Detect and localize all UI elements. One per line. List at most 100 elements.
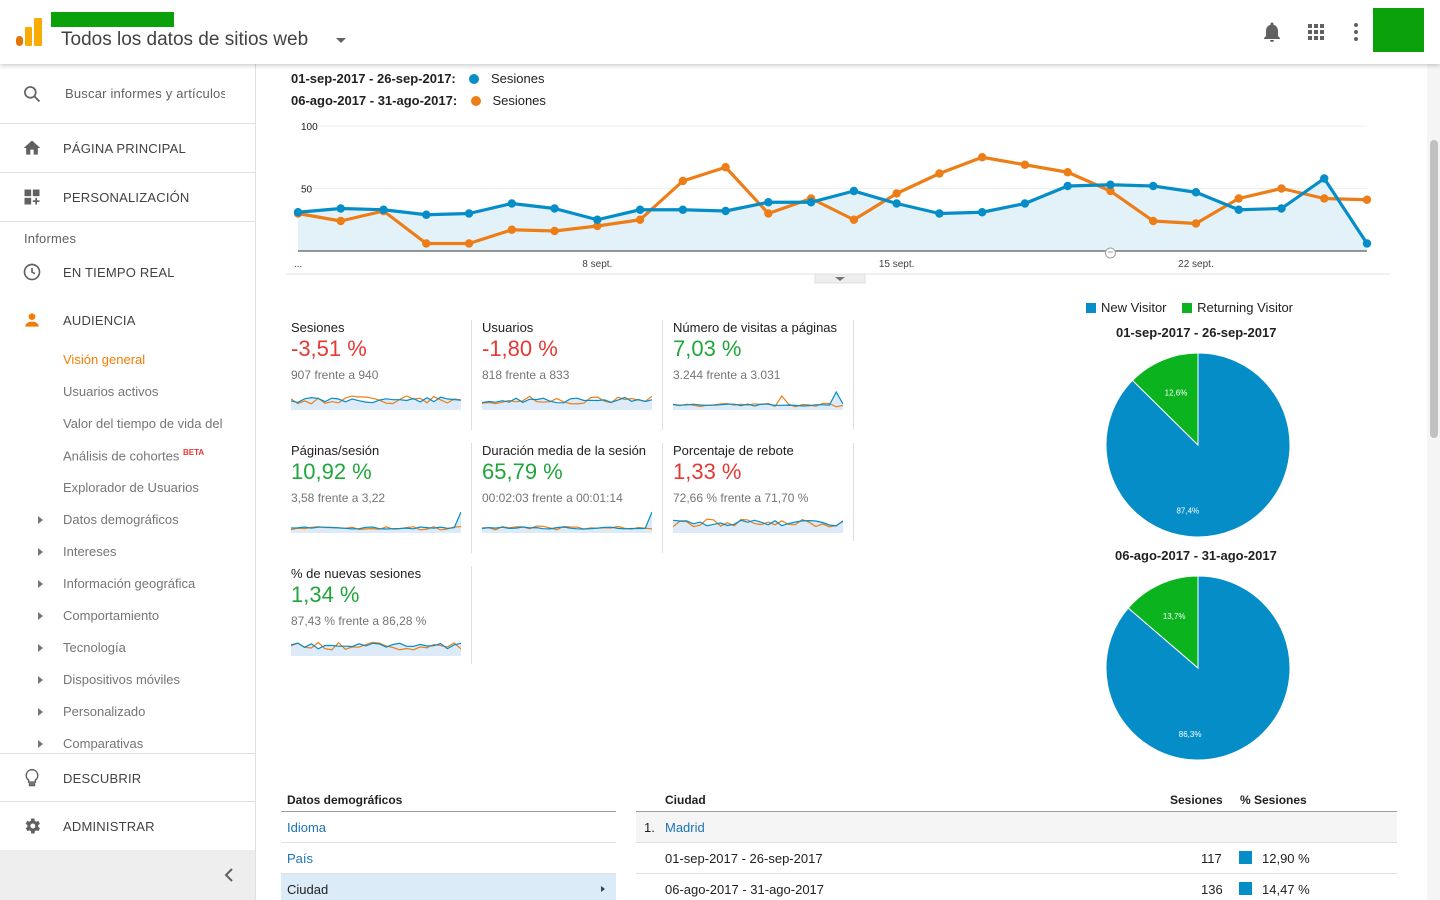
- pie-chart-current[interactable]: 12,6% 87,4%: [1105, 352, 1291, 538]
- data-point-previous: [635, 215, 645, 224]
- sessions-line-chart[interactable]: 100 50... 8 sept. 15 sept. 22 sept.: [286, 114, 1390, 284]
- sparkline-previous: [673, 394, 843, 408]
- more-vert-icon[interactable]: [1344, 20, 1368, 44]
- demographics-item-city[interactable]: Ciudad: [281, 874, 616, 900]
- divider: [636, 873, 1397, 874]
- sidebar-item-cohort-analysis[interactable]: Análisis de cohortes BETA: [63, 448, 204, 463]
- metric-name: Número de visitas a páginas: [673, 320, 838, 335]
- row-rank: 1.: [644, 820, 655, 835]
- sidebar-item-label: Análisis de cohortes: [63, 448, 180, 464]
- sidebar-item-behavior[interactable]: Comportamiento: [63, 608, 160, 623]
- data-point-previous: [1362, 195, 1372, 204]
- sidebar-item-demographics[interactable]: Datos demográficos: [63, 512, 179, 527]
- pie-label-new: 86,3%: [1179, 730, 1202, 739]
- data-point-previous: [678, 176, 688, 186]
- sidebar-item-admin[interactable]: ADMINISTRAR: [0, 802, 255, 851]
- metric-tile[interactable]: Sesiones -3,51 % 907 frente a 940: [291, 320, 469, 430]
- subrow-sessions: 117: [1201, 851, 1222, 866]
- sidebar-item-user-explorer[interactable]: Explorador de Usuarios: [63, 480, 199, 495]
- data-point-current: [935, 209, 944, 218]
- sidebar-item-interests[interactable]: Intereses: [63, 544, 117, 559]
- table-row[interactable]: 1. Madrid: [636, 812, 1397, 842]
- data-point-previous: [1234, 194, 1243, 203]
- pct-sessions-column-header[interactable]: % Sesiones: [1240, 793, 1307, 807]
- data-point-previous: [1191, 219, 1201, 228]
- data-point-previous: [1063, 168, 1072, 177]
- metric-name: Usuarios: [482, 320, 534, 335]
- demographics-item-language[interactable]: Idioma: [287, 820, 327, 835]
- x-tick-label: 8 sept.: [582, 259, 612, 270]
- sparkline-area: [291, 512, 461, 533]
- legend-dot-blue: [469, 74, 480, 84]
- sidebar-item-realtime[interactable]: EN TIEMPO REAL: [0, 254, 255, 290]
- sessions-column-header[interactable]: Sesiones: [1170, 793, 1223, 807]
- beta-badge: BETA: [182, 448, 205, 457]
- bell-icon[interactable]: [1260, 20, 1284, 44]
- data-point-current: [1277, 204, 1286, 213]
- sidebar-item-overview[interactable]: Visión general: [63, 352, 146, 367]
- apps-grid-icon[interactable]: [1304, 20, 1328, 44]
- chevron-down-icon[interactable]: [336, 38, 346, 43]
- sidebar-item-mobile[interactable]: Dispositivos móviles: [63, 672, 181, 687]
- data-point-current: [1362, 239, 1372, 248]
- gear-icon: [25, 818, 40, 834]
- chevron-right-icon: [38, 740, 43, 748]
- data-point-current: [422, 210, 431, 219]
- data-point-previous: [764, 209, 773, 218]
- data-point-previous: [464, 239, 474, 248]
- sidebar-item-home[interactable]: PÁGINA PRINCIPAL: [0, 124, 255, 173]
- analytics-logo-icon[interactable]: [16, 18, 42, 46]
- data-point-current: [635, 205, 645, 214]
- sidebar-search[interactable]: Buscar informes y artículos: [0, 64, 255, 124]
- metric-tile[interactable]: Usuarios -1,80 % 818 frente a 833: [482, 320, 660, 430]
- city-column-header[interactable]: Ciudad: [665, 793, 706, 807]
- pie-chart-previous[interactable]: 13,7% 86,3%: [1105, 575, 1291, 761]
- sidebar-item-benchmarking[interactable]: Comparativas: [63, 736, 144, 751]
- subrow-range: 06-ago-2017 - 31-ago-2017: [665, 882, 825, 897]
- sidebar-item-discover[interactable]: DESCUBRIR: [0, 753, 255, 802]
- pct-bar: [1239, 882, 1252, 895]
- metric-tile[interactable]: % de nuevas sesiones 1,34 % 87,43 % frente…: [291, 566, 469, 676]
- legend-current-range: 01-sep-2017 - 26-sep-2017: Sesiones: [291, 71, 545, 86]
- sparkline-current: [291, 396, 461, 404]
- property-selector[interactable]: Todos los datos de sitios web: [61, 29, 309, 50]
- avatar[interactable]: [1373, 8, 1424, 52]
- sidebar-item-customization[interactable]: PERSONALIZACIÓN: [0, 173, 255, 222]
- data-point-previous: [1149, 216, 1158, 226]
- scrollbar-thumb[interactable]: [1430, 140, 1438, 438]
- metric-tile[interactable]: Porcentaje de rebote 1,33 % 72,66 % frente…: [673, 443, 851, 553]
- metric-tile[interactable]: Número de visitas a páginas 7,03 % 3.244 f…: [673, 320, 851, 430]
- search-input[interactable]: Buscar informes y artículos: [65, 86, 225, 101]
- data-point-current: [806, 198, 816, 207]
- sidebar-item-label: AUDIENCIA: [63, 313, 136, 328]
- demographics-item-country[interactable]: País: [287, 851, 314, 866]
- data-point-current: [849, 186, 859, 196]
- metric-tile[interactable]: Páginas/sesión 10,92 % 3,58 frente a 3,22: [291, 443, 469, 553]
- city-link[interactable]: Madrid: [665, 820, 705, 835]
- sparkline-current: [673, 519, 843, 527]
- metric-sparkline: [673, 390, 843, 410]
- sidebar-item-lifetime-value[interactable]: Valor del tiempo de vida del: [63, 416, 223, 431]
- data-point-previous: [849, 215, 859, 224]
- metric-tile[interactable]: Duración media de la sesión 65,79 % 00:02:…: [482, 443, 660, 553]
- data-point-previous: [1320, 194, 1329, 203]
- sidebar-item-technology[interactable]: Tecnología: [63, 640, 126, 655]
- metric-change: 10,92 %: [291, 459, 372, 484]
- data-point-current: [892, 199, 901, 208]
- sparkline-area: [482, 397, 652, 410]
- data-point-current: [721, 206, 730, 216]
- collapse-sidebar-icon[interactable]: [222, 867, 236, 883]
- chevron-right-icon: [38, 708, 43, 716]
- chevron-right-icon: [38, 644, 43, 652]
- data-point-previous: [422, 239, 431, 248]
- sparkline-current: [291, 642, 461, 650]
- sidebar-item-label: PERSONALIZACIÓN: [63, 190, 190, 205]
- pie-label-returning: 12,6%: [1165, 388, 1188, 397]
- sidebar-item-custom[interactable]: Personalizado: [63, 704, 146, 719]
- pie-label-new: 87,4%: [1176, 506, 1199, 515]
- sidebar-item-audience[interactable]: AUDIENCIA: [0, 302, 255, 338]
- sparkline-current: [673, 390, 843, 407]
- divider: [281, 811, 616, 812]
- sidebar-item-geo[interactable]: Información geográfica: [63, 576, 196, 591]
- sidebar-item-active-users[interactable]: Usuarios activos: [63, 384, 159, 399]
